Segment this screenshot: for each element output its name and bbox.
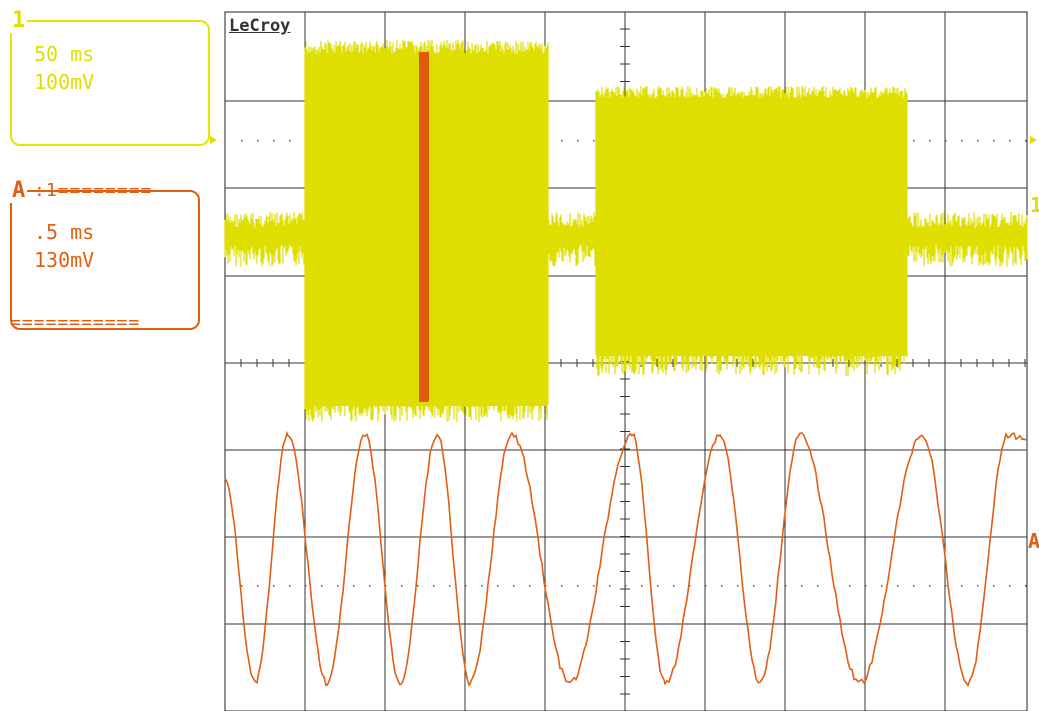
channel1-level-arrow-right [1030, 136, 1037, 144]
trace-a-header: :1======== [34, 180, 153, 201]
trace-a-volts: 130mV [34, 248, 95, 272]
channel1-timebase: 50 ms [34, 42, 95, 66]
channel1-level-arrow [210, 136, 217, 144]
trace-a-timebase: .5 ms [34, 220, 95, 244]
trace-a-badge: A [10, 178, 28, 203]
channel1-volts: 100mV [34, 70, 95, 94]
channel1-badge: 1 [10, 8, 28, 33]
trace-a-footer: =========== [10, 312, 141, 333]
trace-a-panel[interactable]: A :1======== .5 ms 130mV =========== [10, 178, 200, 333]
trace-a-marker: A [1028, 529, 1039, 553]
channel1-panel[interactable]: 1 50 ms 100mV [10, 8, 210, 146]
channel1-marker: 1 [1030, 193, 1039, 217]
lecroy-logo: LeCroy [229, 16, 291, 36]
channel1-trace [224, 40, 1028, 422]
zoom-marker [419, 52, 429, 402]
trace-a-waveform [224, 430, 1027, 688]
